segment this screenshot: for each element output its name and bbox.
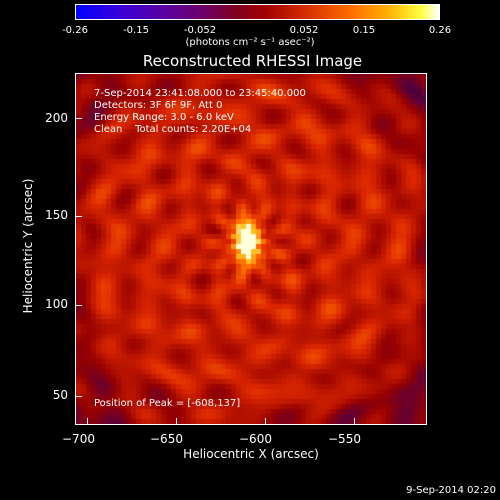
y-tick	[76, 118, 82, 119]
annotation-time-range: 7-Sep-2014 23:41:08.000 to 23:45:40.000	[94, 88, 306, 99]
colorbar	[75, 4, 440, 20]
y-tick	[76, 216, 82, 217]
x-tick-label: −550	[328, 432, 361, 446]
y-tick	[76, 305, 82, 306]
colorbar-tick-label: 0.26	[428, 25, 452, 36]
colorbar-tick-label: -0.26	[62, 25, 88, 36]
x-tick-label: −600	[239, 432, 272, 446]
annotation-peak-position: Position of Peak = [-608,137]	[94, 398, 241, 409]
colorbar-tick-label: 0.052	[289, 25, 319, 36]
x-tick-label: −650	[150, 432, 183, 446]
rhessi-image	[76, 74, 426, 424]
annotation-clean: Clean Total counts: 2.20E+04	[94, 124, 252, 135]
x-tick	[354, 418, 355, 424]
annotation-detectors: Detectors: 3F 6F 9F, Att 0	[94, 100, 223, 111]
y-tick-label: 100	[45, 297, 68, 311]
y-axis-label: Heliocentric Y (arcsec)	[21, 178, 35, 314]
y-tick-label: 50	[52, 388, 68, 402]
y-tick-label: 150	[45, 208, 68, 222]
colorbar-unit: (photons cm⁻² s⁻¹ asec⁻²)	[185, 37, 315, 48]
x-tick-label: −700	[62, 432, 95, 446]
annotation-energy: Energy Range: 3.0 - 6.0 keV	[94, 112, 234, 123]
image-plot-frame: 7-Sep-2014 23:41:08.000 to 23:45:40.000 …	[75, 73, 427, 425]
x-tick	[87, 418, 88, 424]
y-tick	[76, 396, 82, 397]
image-title: Reconstructed RHESSI Image	[142, 52, 363, 70]
colorbar-tick-label: -0.052	[183, 25, 217, 36]
y-tick-label: 200	[45, 111, 68, 125]
x-tick	[265, 418, 266, 424]
footer-timestamp: 9-Sep-2014 02:20	[406, 485, 496, 496]
x-axis-label: Heliocentric X (arcsec)	[183, 447, 319, 461]
x-tick	[176, 418, 177, 424]
colorbar-tick-label: -0.15	[123, 25, 149, 36]
colorbar-tick-label: 0.15	[352, 25, 376, 36]
